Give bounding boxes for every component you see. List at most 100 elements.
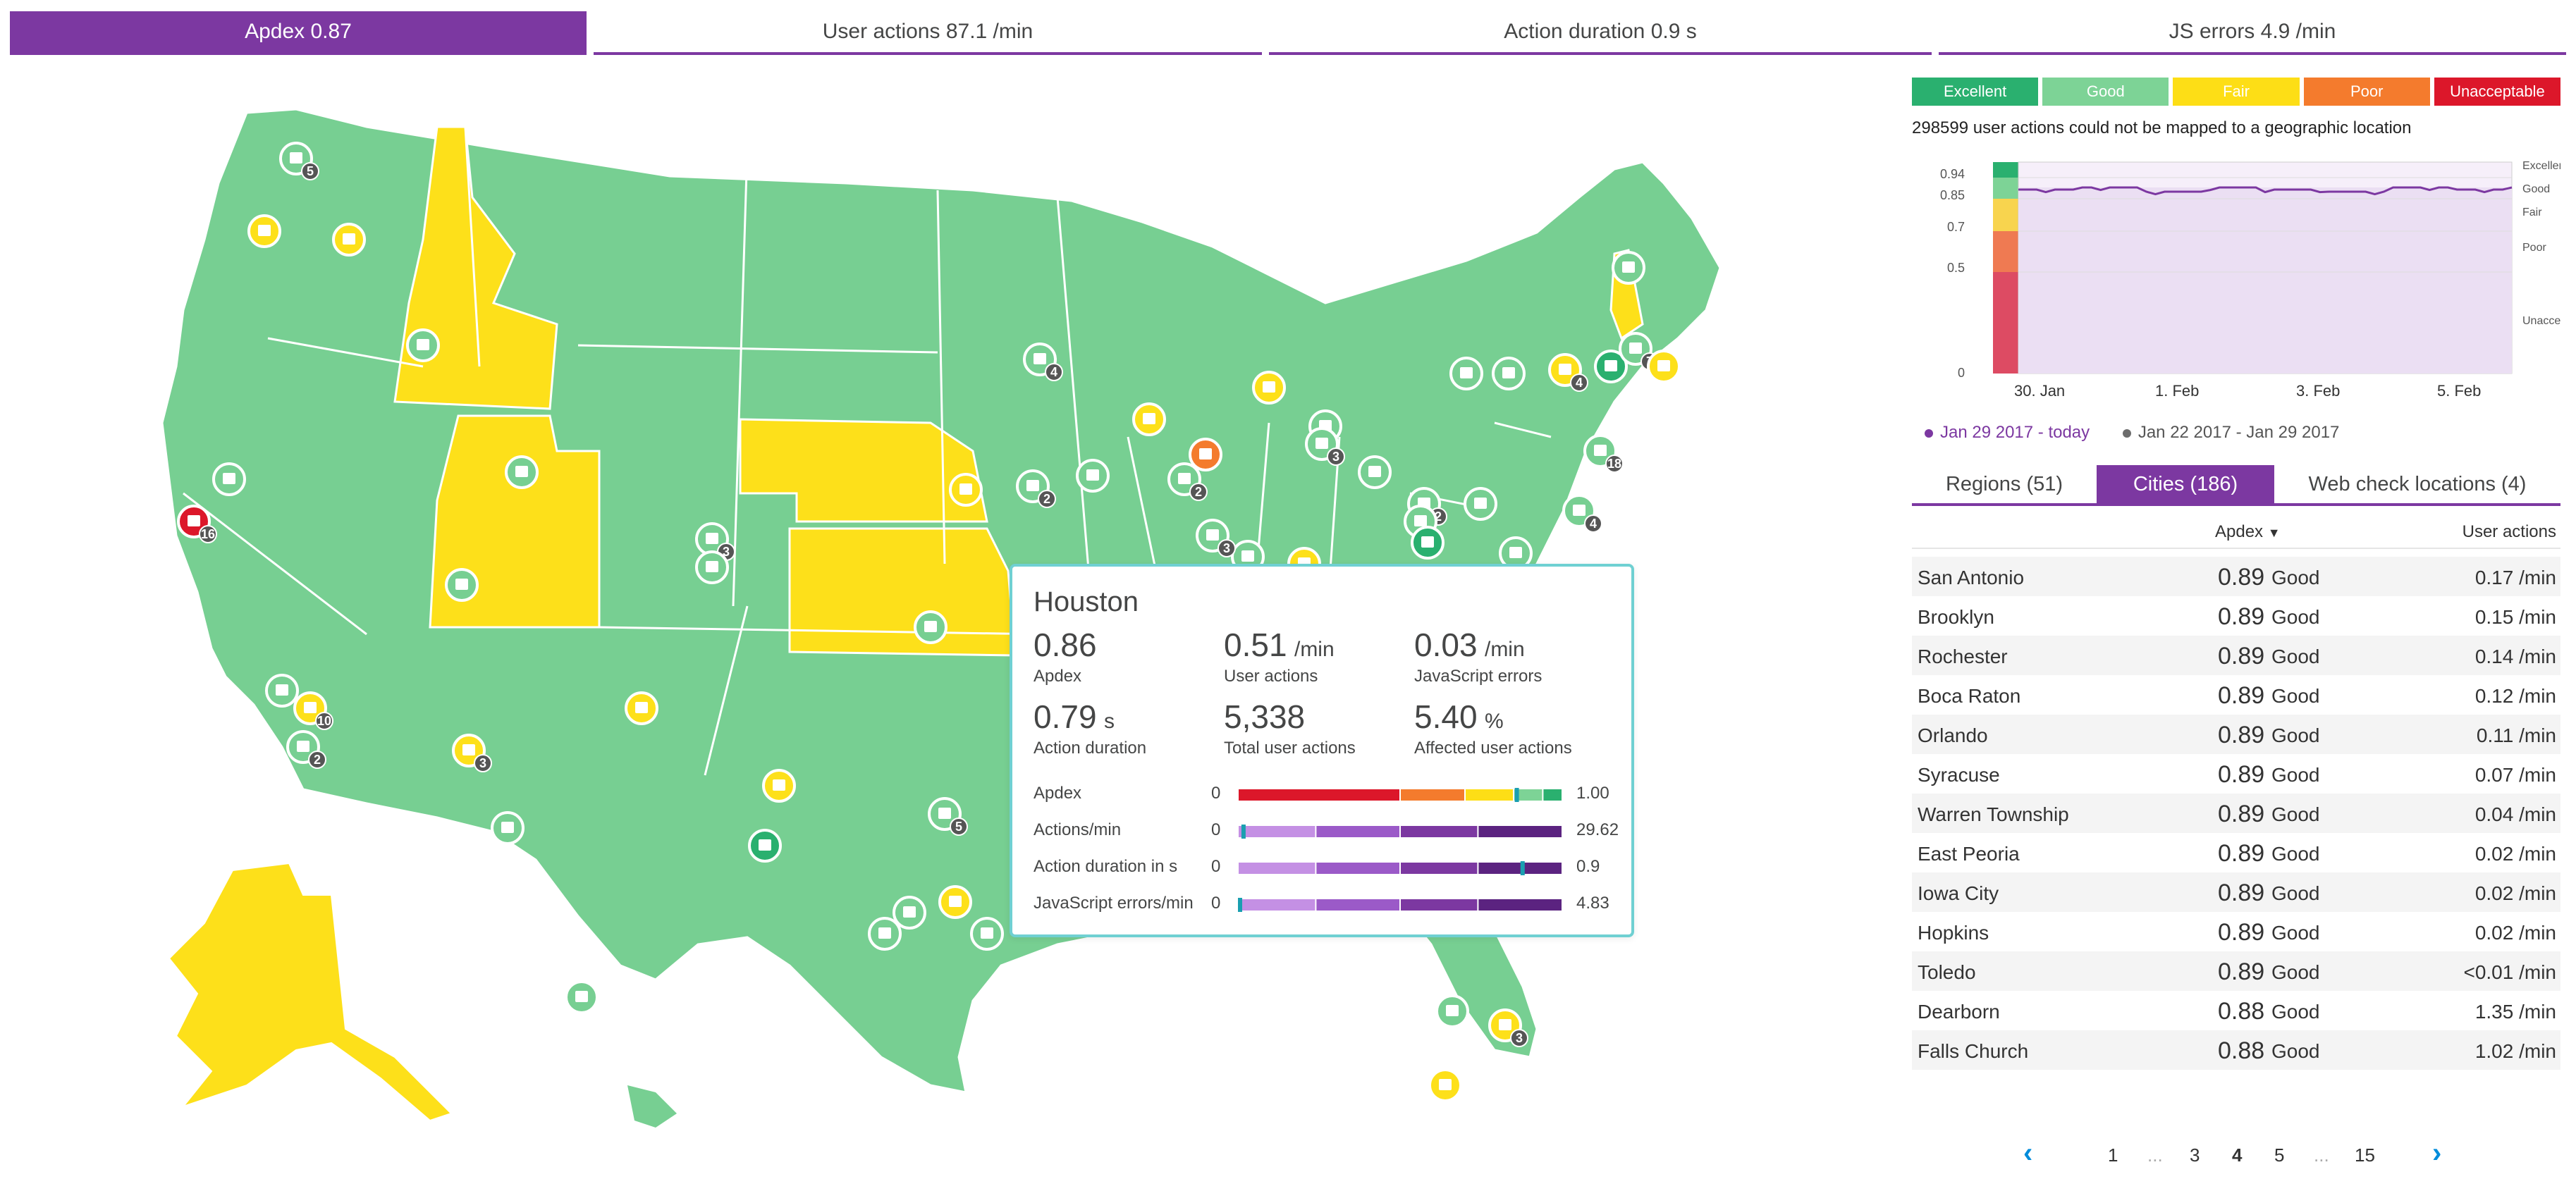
page-link[interactable]: 5	[2274, 1144, 2285, 1166]
building-glyph	[1499, 1019, 1511, 1030]
apdex-trend-chart[interactable]: 0.94 0.85 0.7 0.5 0 Excellent Good Fair …	[1912, 148, 2560, 416]
page-ellipsis: ...	[2147, 1144, 2163, 1166]
table-row[interactable]: East Peoria 0.89 Good 0.02 /min	[1912, 833, 2560, 872]
tab-apdex[interactable]: Apdex 0.87	[10, 11, 587, 55]
x-tick-label: 30. Jan	[2014, 382, 2065, 400]
table-row[interactable]: Dearborn 0.88 Good 1.35 /min	[1912, 991, 2560, 1030]
building-glyph	[1241, 550, 1254, 562]
table-row[interactable]: Brooklyn 0.89 Good 0.15 /min	[1912, 596, 2560, 636]
table-row[interactable]: Boca Raton 0.89 Good 0.12 /min	[1912, 675, 2560, 715]
col-header-user-actions[interactable]: User actions	[2462, 522, 2556, 541]
user-actions-rate: 1.35 /min	[2474, 1001, 2556, 1023]
city-name: Brooklyn	[1918, 606, 1994, 628]
prev-page-icon[interactable]: ‹	[2023, 1137, 2033, 1168]
tab-user-actions[interactable]: User actions 87.1 /min	[594, 11, 1262, 55]
tooltip-jse-label: JavaScript errors	[1414, 667, 1542, 686]
us-map[interactable]: 516322324743510234318	[0, 70, 1805, 1128]
location-tabs: Regions (51) Cities (186) Web check loca…	[1912, 465, 2560, 509]
tooltip-row-apdex: Apdex 0 1.00	[1034, 784, 1612, 806]
city-name: Iowa City	[1918, 882, 1999, 904]
page-ellipsis: ...	[2314, 1144, 2329, 1166]
building-glyph	[1206, 529, 1219, 541]
band-unacceptable	[1993, 272, 2018, 374]
building-glyph	[1502, 367, 1515, 378]
table-row[interactable]: San Antonio 0.89 Good 0.17 /min	[1912, 557, 2560, 596]
apdex-value: 0.89	[2218, 801, 2265, 827]
table-row[interactable]: Iowa City 0.89 Good 0.02 /min	[1912, 872, 2560, 912]
tab-regions[interactable]: Regions (51)	[1912, 465, 2097, 506]
building-glyph	[417, 339, 429, 350]
city-name: San Antonio	[1918, 567, 2025, 588]
user-actions-rate: <0.01 /min	[2463, 961, 2556, 983]
count-badge	[1038, 490, 1056, 508]
legend-unacceptable: Unacceptable	[2434, 78, 2561, 106]
col-apdex-label: Apdex	[2215, 522, 2264, 541]
row-min: 0	[1211, 820, 1221, 839]
page-link[interactable]: 15	[2355, 1144, 2375, 1166]
table-row[interactable]: Falls Church 0.88 Good 1.02 /min	[1912, 1030, 2560, 1070]
value-marker	[1514, 788, 1519, 802]
row-label: Action duration in s	[1034, 857, 1178, 876]
apdex-rating: Good	[2271, 567, 2320, 588]
count-badge-label: 16	[201, 527, 215, 541]
count-badge-label: 3	[1223, 541, 1230, 555]
legend-good: Good	[2042, 78, 2169, 106]
tab-js-errors[interactable]: JS errors 4.9 /min	[1939, 11, 2566, 55]
tab-web-check-locations[interactable]: Web check locations (4)	[2274, 465, 2560, 506]
range-segment	[1478, 863, 1562, 874]
value-marker	[1241, 825, 1246, 839]
duration-range-bar	[1239, 861, 1562, 875]
building-glyph	[949, 896, 962, 907]
table-row[interactable]: Toledo 0.89 Good <0.01 /min	[1912, 951, 2560, 991]
building-glyph	[455, 579, 468, 590]
band-excellent	[1993, 162, 2018, 178]
tab-cities[interactable]: Cities (186)	[2097, 465, 2274, 506]
count-badge	[1510, 1029, 1528, 1047]
apdex-value: 0.89	[2218, 564, 2265, 591]
page-link[interactable]: 1	[2108, 1144, 2118, 1166]
range-segment	[1401, 789, 1464, 801]
legend-previous[interactable]: Jan 22 2017 - Jan 29 2017	[2122, 423, 2339, 442]
building-glyph	[1460, 367, 1473, 378]
range-segment	[1514, 789, 1542, 801]
row-min: 0	[1211, 784, 1221, 803]
building-glyph	[1263, 381, 1275, 393]
user-actions-rate: 0.07 /min	[2474, 764, 2556, 786]
tooltip-city-name: Houston	[1034, 586, 1139, 617]
table-row[interactable]: Orlando 0.89 Good 0.11 /min	[1912, 715, 2560, 754]
tooltip-dur-unit: s	[1103, 710, 1115, 733]
series-line-current	[2018, 186, 2513, 196]
building-glyph	[1199, 448, 1212, 459]
next-page-icon[interactable]: ›	[2432, 1137, 2442, 1168]
building-glyph	[1368, 466, 1381, 477]
apdex-value: 0.89	[2218, 880, 2265, 906]
table-row[interactable]: Rochester 0.89 Good 0.14 /min	[1912, 636, 2560, 675]
table-row[interactable]: Warren Township 0.89 Good 0.04 /min	[1912, 794, 2560, 833]
count-badge-label: 4	[1590, 517, 1597, 531]
page-link-current[interactable]: 4	[2232, 1144, 2243, 1166]
building-glyph	[903, 906, 916, 918]
col-header-apdex[interactable]: Apdex ▼	[2215, 522, 2281, 542]
building-glyph	[938, 808, 951, 819]
count-badge-label: 5	[955, 820, 962, 834]
building-glyph	[501, 822, 514, 833]
tooltip-affected-label: Affected user actions	[1414, 739, 1572, 758]
band-label: Good	[2522, 183, 2550, 195]
count-badge	[1218, 539, 1236, 557]
city-name: Toledo	[1918, 961, 1976, 983]
tab-action-duration[interactable]: Action duration 0.9 s	[1269, 11, 1932, 55]
js-errors-range-bar	[1238, 898, 1562, 912]
y-tick-label: 0.7	[1947, 220, 1965, 234]
range-segment	[1401, 899, 1478, 911]
table-row[interactable]: Hopkins 0.89 Good 0.02 /min	[1912, 912, 2560, 951]
count-badge-label: 5	[307, 164, 314, 178]
building-glyph	[223, 473, 235, 484]
legend-current[interactable]: Jan 29 2017 - today	[1925, 423, 2094, 442]
table-row[interactable]: Syracuse 0.89 Good 0.07 /min	[1912, 754, 2560, 794]
y-tick-label: 0	[1958, 366, 1965, 380]
page-link[interactable]: 3	[2190, 1144, 2200, 1166]
band-label: Excellent	[2522, 160, 2560, 172]
count-badge-label: 4	[1050, 365, 1057, 379]
city-name: Rochester	[1918, 646, 2008, 667]
range-segment	[1239, 863, 1315, 874]
